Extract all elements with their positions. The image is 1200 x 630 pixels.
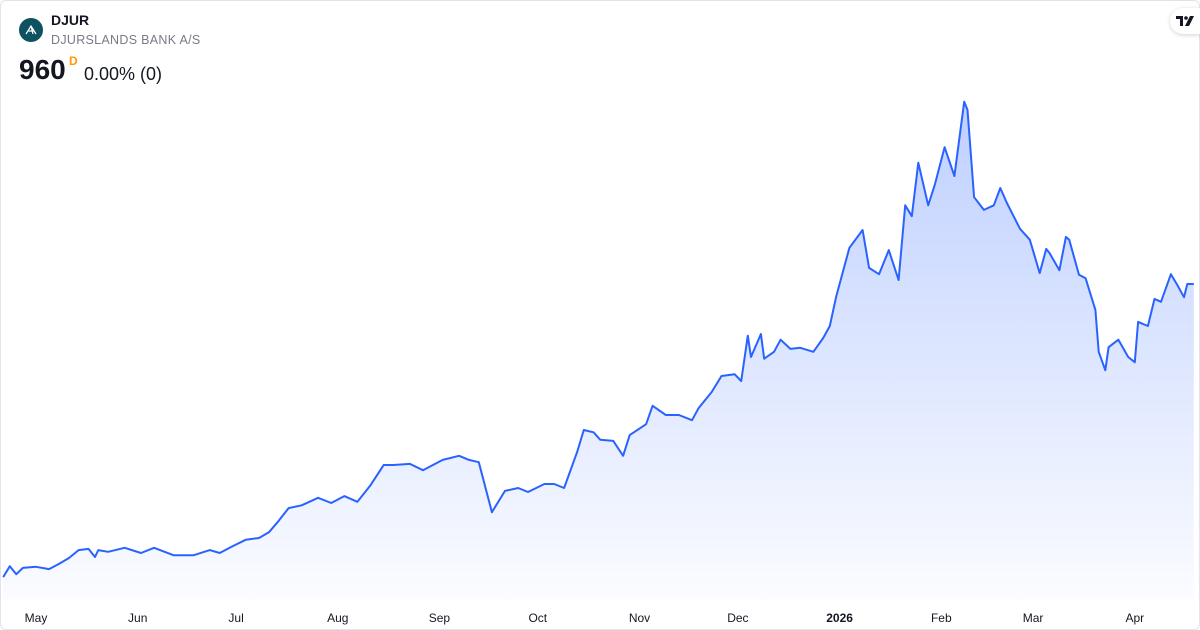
x-tick-label: Sep	[429, 611, 451, 625]
price-change: 0.00% (0)	[84, 64, 163, 84]
x-tick-label: May	[25, 611, 48, 625]
x-tick-label: 2026	[826, 611, 853, 625]
x-tick-label: Nov	[629, 611, 650, 625]
x-tick-label: Mar	[1023, 611, 1044, 625]
price-area-fill	[3, 101, 1194, 601]
tradingview-logo-icon[interactable]	[1170, 8, 1200, 34]
x-tick-label: Apr	[1125, 611, 1144, 625]
x-tick-label: Feb	[931, 611, 952, 625]
x-tick-label: Jul	[228, 611, 243, 625]
last-price: 960	[19, 54, 66, 85]
price-line	[2, 100, 1194, 578]
currency-marker: D	[69, 54, 78, 68]
x-tick-label: Aug	[327, 611, 348, 625]
x-tick-label: Jun	[128, 611, 147, 625]
symbol-ticker[interactable]: DJUR	[51, 12, 90, 28]
x-tick-label: Oct	[528, 611, 547, 625]
x-axis-ticks: May Jun Jul Aug Sep Oct Nov Dec 2026 Feb Mar Apr	[25, 611, 1144, 625]
x-tick-label: Dec	[727, 611, 748, 625]
company-name: DJURSLANDS BANK A/S	[51, 33, 201, 47]
djurslands-bank-logo-icon	[19, 18, 43, 42]
